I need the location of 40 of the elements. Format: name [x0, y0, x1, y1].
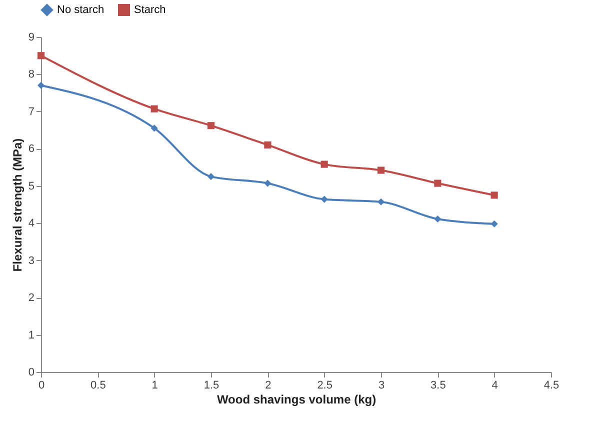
point: [434, 215, 442, 223]
point: [150, 124, 158, 132]
point: [320, 196, 328, 203]
x-tick-label: 3: [378, 380, 385, 392]
point: [490, 192, 498, 199]
point: [207, 122, 215, 130]
x-tick-label: 4: [492, 380, 498, 392]
legend-label: No starch: [57, 4, 104, 16]
point: [490, 220, 498, 228]
x-tick-label: 3.5: [430, 380, 446, 392]
y-tick-label: 6: [28, 143, 34, 156]
point: [264, 180, 272, 187]
y-tick-label: 1: [28, 329, 34, 342]
point: [434, 180, 442, 187]
x-axis-title: Wood shavings volume (kg): [216, 392, 376, 406]
y-tick-label: 5: [28, 180, 34, 192]
x-tick-label: 0.5: [90, 380, 106, 392]
point: [150, 105, 158, 112]
x-tick-label: 1.5: [204, 380, 220, 392]
x-tick-label: 2.5: [317, 380, 332, 392]
x-tick-label: 2: [265, 380, 272, 392]
y-tick-label: 9: [28, 32, 34, 44]
legend-label: Starch: [134, 4, 166, 16]
x-tick-label: 0: [38, 380, 45, 392]
point: [377, 166, 385, 174]
point: [37, 52, 45, 60]
y-tick-label: 3: [28, 254, 34, 267]
point: [207, 173, 215, 180]
y-axis-title: Flexural strength (MPa): [10, 138, 24, 272]
point: [377, 198, 385, 206]
x-tick-label: 1: [152, 380, 158, 392]
y-tick-label: 8: [28, 68, 34, 81]
y-tick-label: 4: [28, 218, 34, 230]
y-tick-label: 7: [28, 106, 34, 118]
point: [264, 141, 272, 148]
point: [37, 82, 45, 89]
x-tick-label: 4.5: [544, 380, 560, 392]
point: [320, 160, 328, 168]
y-tick-label: 0: [28, 366, 34, 378]
y-tick-label: 2: [28, 292, 34, 304]
